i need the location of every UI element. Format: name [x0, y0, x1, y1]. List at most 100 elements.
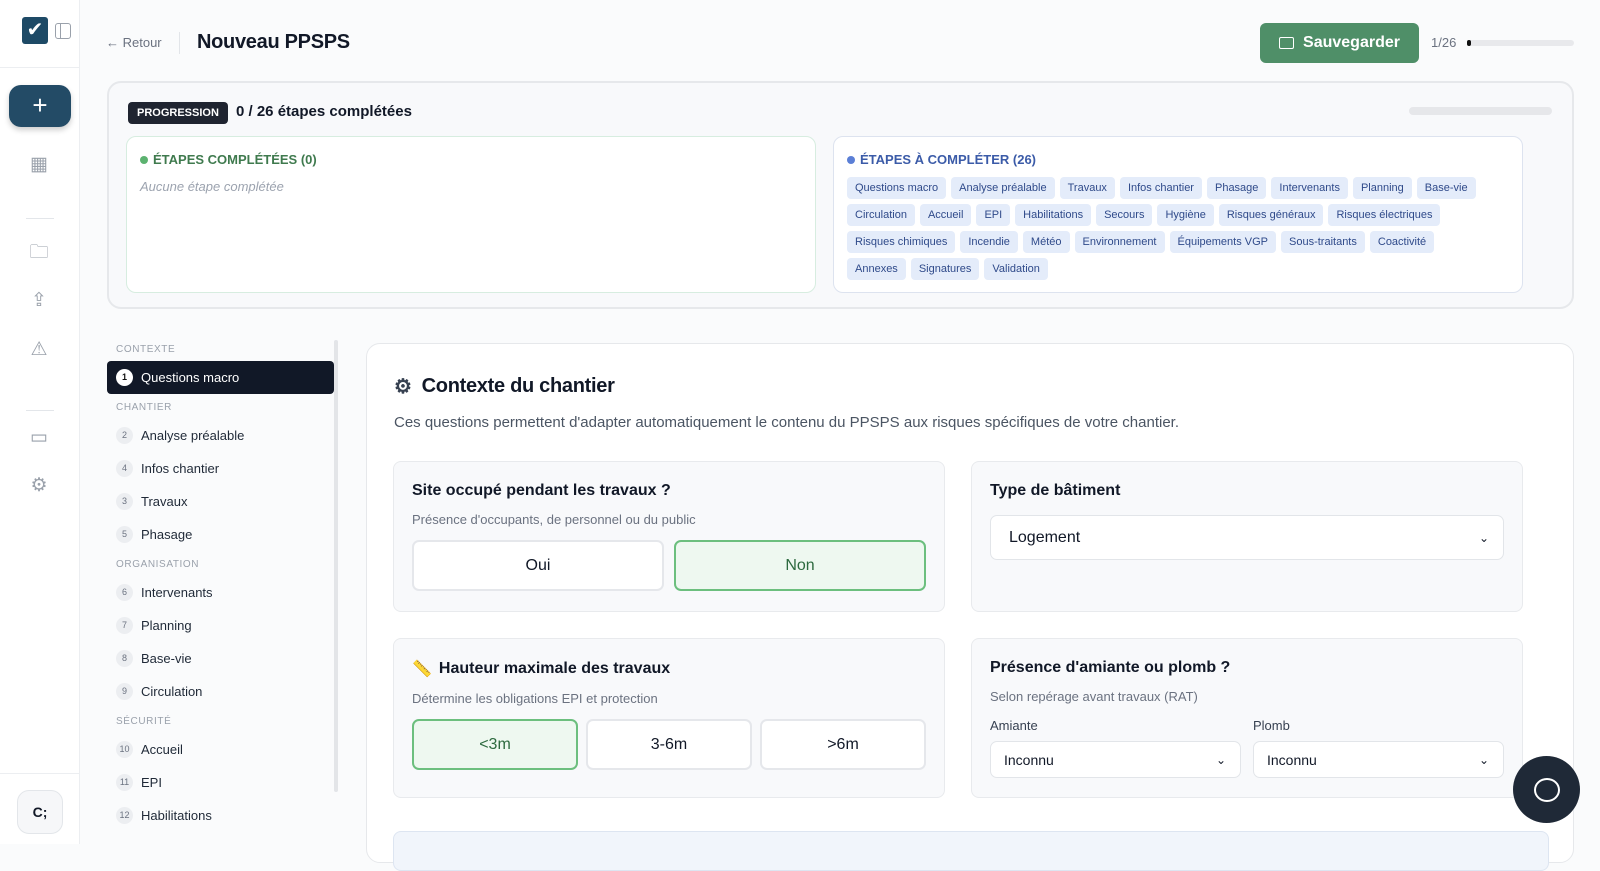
- main-panel: ⚙ Contexte du chantier Ces questions perm…: [366, 343, 1574, 871]
- progress-card: PROGRESSION 0 / 26 étapes complétées ÉTA…: [107, 81, 1574, 309]
- progress-badge: PROGRESSION: [128, 102, 228, 124]
- step-label: EPI: [141, 775, 162, 790]
- todo-step-tag[interactable]: Annexes: [847, 258, 906, 280]
- progress-bar: [1409, 107, 1552, 115]
- step-item[interactable]: 1 Questions macro: [107, 361, 334, 394]
- todo-step-tag[interactable]: Phasage: [1206, 177, 1267, 199]
- back-link[interactable]: ← Retour: [106, 35, 162, 50]
- step-item[interactable]: 6 Intervenants: [107, 576, 334, 609]
- todo-step-tag[interactable]: Signatures: [910, 258, 980, 280]
- step-item[interactable]: 2 Analyse préalable: [107, 419, 334, 452]
- icon-rail: ✔ + ▦ 🗀 ⇪ ⚠ ▭ ⚙ C;: [0, 0, 80, 844]
- page-title: Nouveau PPSPS: [197, 31, 350, 53]
- progress-title: 0 / 26 étapes complétées: [236, 103, 412, 120]
- step-label: Habilitations: [141, 808, 212, 823]
- step-item[interactable]: 9 Circulation: [107, 675, 334, 708]
- step-item[interactable]: 4 Infos chantier: [107, 452, 334, 485]
- todo-step-tag[interactable]: Questions macro: [847, 177, 947, 199]
- step-label: Planning: [141, 618, 192, 633]
- step-item[interactable]: 7 Planning: [107, 609, 334, 642]
- option-oui[interactable]: Oui: [412, 540, 664, 591]
- ruler-icon: 📏: [412, 661, 432, 678]
- step-label: Travaux: [141, 494, 188, 509]
- gear-icon: ⚙: [394, 376, 412, 398]
- todo-step-tag[interactable]: Risques généraux: [1218, 204, 1324, 226]
- option-non[interactable]: Non: [674, 540, 926, 591]
- amiante-label: Amiante: [990, 718, 1038, 733]
- amiante-select[interactable]: Inconnu ⌄: [990, 741, 1241, 778]
- folder-icon[interactable]: 🗀: [29, 242, 49, 263]
- building-type-select[interactable]: Logement ⌄: [990, 515, 1504, 560]
- plomb-label: Plomb: [1253, 718, 1290, 733]
- todo-step-tag[interactable]: Risques chimiques: [847, 231, 956, 253]
- todo-step-tag[interactable]: Intervenants: [1271, 177, 1348, 199]
- card-icon[interactable]: ▭: [30, 427, 48, 448]
- option-lt3m[interactable]: <3m: [412, 719, 578, 770]
- step-number: 7: [116, 617, 133, 634]
- chevron-down-icon: ⌄: [1215, 752, 1226, 767]
- todo-step-tag[interactable]: Base-vie: [1416, 177, 1476, 199]
- step-item[interactable]: 10 Accueil: [107, 733, 334, 766]
- step-number: 3: [116, 493, 133, 510]
- step-item[interactable]: 8 Base-vie: [107, 642, 334, 675]
- todo-step-tag[interactable]: Coactivité: [1369, 231, 1435, 253]
- chat-button[interactable]: [1513, 756, 1580, 823]
- question-title: Présence d'amiante ou plomb ?: [990, 659, 1231, 676]
- todo-step-tag[interactable]: Travaux: [1059, 177, 1115, 199]
- step-section-label: SÉCURITÉ: [116, 716, 172, 727]
- todo-steps-box: ÉTAPES À COMPLÉTER (26) Questions macro A…: [833, 136, 1523, 293]
- dashboard-icon[interactable]: ▦: [30, 154, 48, 175]
- question-hauteur: 📏 Hauteur maximale des travaux Détermine …: [393, 638, 945, 798]
- save-button[interactable]: Sauvegarder: [1260, 23, 1419, 63]
- chevron-down-icon: ⌄: [1478, 752, 1489, 767]
- question-title: Hauteur maximale des travaux: [438, 660, 671, 677]
- completed-steps-box: ÉTAPES COMPLÉTÉES (0) Aucune étape compl…: [126, 136, 816, 293]
- todo-step-tag[interactable]: Équipements VGP: [1169, 231, 1276, 253]
- todo-step-tag[interactable]: Météo: [1022, 231, 1070, 253]
- sidebar-toggle-icon[interactable]: [55, 23, 71, 39]
- todo-step-tag[interactable]: Habilitations: [1015, 204, 1092, 226]
- steps-scrollbar[interactable]: [334, 340, 338, 792]
- completed-empty: Aucune étape complétée: [140, 179, 284, 194]
- todo-step-tag[interactable]: Circulation: [847, 204, 915, 226]
- todo-step-tag[interactable]: Accueil: [919, 204, 972, 226]
- todo-step-tag[interactable]: Risques électriques: [1328, 204, 1441, 226]
- step-number: 9: [116, 683, 133, 700]
- option-3-6m[interactable]: 3-6m: [586, 719, 752, 770]
- upload-icon[interactable]: ⇪: [31, 290, 47, 311]
- step-number: 2: [116, 427, 133, 444]
- step-item[interactable]: 5 Phasage: [107, 518, 334, 551]
- todo-step-tag[interactable]: Planning: [1352, 177, 1412, 199]
- step-label: Questions macro: [141, 370, 240, 385]
- question-type-batiment: Type de bâtiment Logement ⌄: [971, 461, 1523, 612]
- new-document-button[interactable]: +: [9, 85, 71, 127]
- todo-step-tag[interactable]: Analyse préalable: [951, 177, 1055, 199]
- folder-icon: [1279, 37, 1295, 49]
- todo-step-tag[interactable]: Infos chantier: [1119, 177, 1202, 199]
- step-section-label: CONTEXTE: [116, 344, 176, 355]
- plomb-select[interactable]: Inconnu ⌄: [1253, 741, 1504, 778]
- todo-step-tag[interactable]: Secours: [1096, 204, 1153, 226]
- option-gt6m[interactable]: >6m: [760, 719, 926, 770]
- step-label: Intervenants: [141, 585, 213, 600]
- top-progress-bar: [1467, 40, 1574, 46]
- todo-step-tag[interactable]: EPI: [976, 204, 1011, 226]
- step-item[interactable]: 11 EPI: [107, 766, 334, 799]
- todo-step-tag[interactable]: Validation: [984, 258, 1048, 280]
- step-item[interactable]: 12 Habilitations: [107, 799, 334, 832]
- step-item[interactable]: 3 Travaux: [107, 485, 334, 518]
- step-number: 8: [116, 650, 133, 667]
- settings-icon[interactable]: ⚙: [30, 475, 48, 496]
- chat-bubble-icon: [1533, 777, 1560, 802]
- todo-step-tag[interactable]: Sous-traitants: [1281, 231, 1365, 253]
- question-title: Site occupé pendant les travaux ?: [412, 482, 671, 499]
- step-section-label: CHANTIER: [116, 402, 172, 413]
- todo-step-tag[interactable]: Environnement: [1074, 231, 1165, 253]
- todo-step-tag[interactable]: Hygiène: [1157, 204, 1214, 226]
- user-avatar[interactable]: C;: [17, 790, 63, 834]
- question-site-occupe: Site occupé pendant les travaux ? Présen…: [393, 461, 945, 612]
- warning-icon[interactable]: ⚠: [30, 339, 48, 360]
- todo-step-tag[interactable]: Incendie: [960, 231, 1018, 253]
- section-title: Contexte du chantier: [421, 375, 615, 397]
- logo-check-icon[interactable]: ✔: [22, 17, 48, 44]
